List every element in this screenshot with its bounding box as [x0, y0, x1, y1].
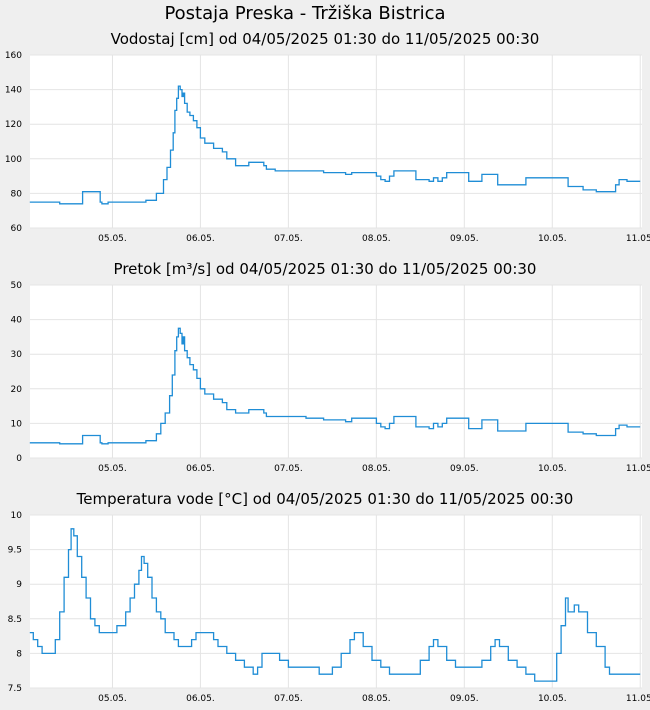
- y-tick-label: 8.5: [8, 615, 22, 625]
- y-tick-label: 160: [5, 51, 22, 61]
- series-line: [29, 327, 641, 445]
- y-tick-label: 140: [5, 86, 22, 96]
- plot-area: [30, 285, 642, 458]
- y-tick-label: 30: [11, 350, 23, 360]
- x-tick-label: 08.05.: [362, 234, 391, 244]
- y-tick-label: 120: [5, 120, 22, 130]
- x-tick-label: 06.05.: [186, 464, 215, 474]
- x-tick-label: 09.05.: [450, 464, 479, 474]
- y-tick-label: 50: [11, 281, 23, 291]
- plot-area: [30, 515, 642, 688]
- x-tick-label: 10.05.: [538, 234, 567, 244]
- plot-area: [30, 55, 642, 228]
- y-tick-label: 9.5: [8, 546, 22, 556]
- x-tick-label: 11.05.: [626, 694, 650, 704]
- y-tick-label: 10: [11, 419, 23, 429]
- y-tick-label: 9: [16, 580, 22, 590]
- y-tick-label: 8: [16, 649, 22, 659]
- page-title: Postaja Preska - Tržiška Bistrica: [164, 3, 446, 24]
- x-tick-label: 07.05.: [274, 234, 303, 244]
- x-tick-label: 08.05.: [362, 464, 391, 474]
- series-line: [29, 528, 641, 682]
- x-tick-label: 08.05.: [362, 694, 391, 704]
- chart-title: Pretok [m³/s] od 04/05/2025 01:30 do 11/…: [113, 260, 537, 278]
- y-tick-label: 10: [11, 511, 23, 521]
- y-tick-label: 100: [5, 155, 22, 165]
- y-tick-label: 0: [16, 454, 22, 464]
- x-tick-label: 05.05.: [98, 234, 127, 244]
- x-tick-label: 10.05.: [538, 464, 567, 474]
- x-tick-label: 06.05.: [186, 694, 215, 704]
- x-tick-label: 11.05.: [626, 234, 650, 244]
- y-tick-label: 80: [11, 189, 23, 199]
- x-tick-label: 07.05.: [274, 464, 303, 474]
- x-tick-label: 09.05.: [450, 234, 479, 244]
- x-tick-label: 09.05.: [450, 694, 479, 704]
- y-tick-label: 7.5: [8, 684, 22, 694]
- y-tick-label: 60: [11, 224, 23, 234]
- x-tick-label: 05.05.: [98, 694, 127, 704]
- x-tick-label: 11.05.: [626, 464, 650, 474]
- x-tick-label: 05.05.: [98, 464, 127, 474]
- x-tick-label: 06.05.: [186, 234, 215, 244]
- x-tick-label: 10.05.: [538, 694, 567, 704]
- y-tick-label: 40: [11, 316, 23, 326]
- y-tick-label: 20: [11, 385, 23, 395]
- x-tick-label: 07.05.: [274, 694, 303, 704]
- chart-title: Vodostaj [cm] od 04/05/2025 01:30 do 11/…: [110, 30, 540, 48]
- series-line: [29, 85, 641, 205]
- chart-title: Temperatura vode [°C] od 04/05/2025 01:3…: [76, 490, 574, 508]
